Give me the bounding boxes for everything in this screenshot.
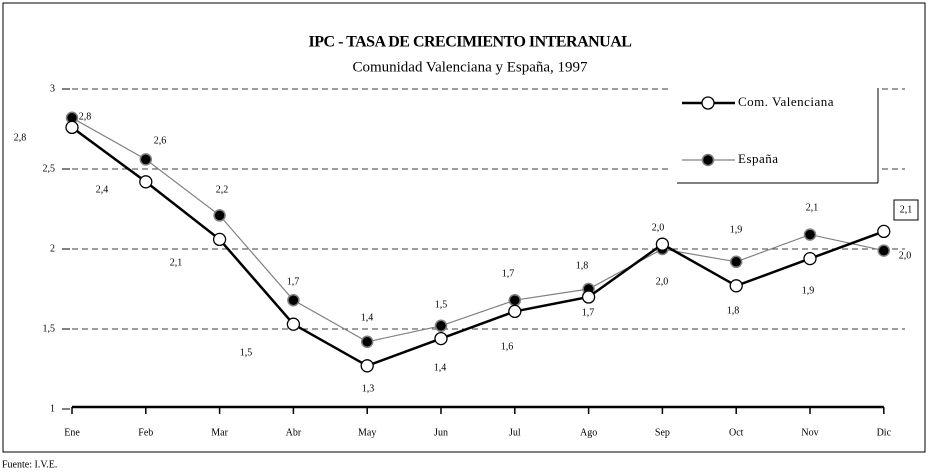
data-point: [287, 293, 300, 307]
x-tick-label: Jun: [434, 427, 448, 438]
data-point: [139, 175, 153, 189]
x-tick-label: Dic: [877, 427, 892, 438]
data-label: 2,1: [170, 257, 183, 268]
data-point: [434, 331, 448, 346]
data-label: 1,7: [582, 307, 595, 318]
data-label: 1,8: [727, 305, 740, 316]
source-note: Fuente: I.V.E.: [2, 459, 57, 470]
y-tick-label: 2,5: [43, 163, 56, 174]
data-point: [581, 290, 596, 304]
data-point: [360, 359, 374, 373]
data-label: 1,4: [361, 312, 374, 323]
data-label: 2,0: [899, 250, 912, 261]
label-box: [893, 199, 919, 221]
data-label: 2,6: [154, 135, 167, 146]
data-point: [139, 153, 153, 166]
y-tick-label: 1: [50, 403, 55, 414]
x-tick-label: Feb: [138, 427, 153, 438]
data-point: [877, 224, 891, 239]
data-point: [803, 228, 817, 241]
data-point: [360, 335, 374, 349]
chart-frame: [2, 2, 926, 453]
data-point: [65, 120, 79, 135]
data-label: 1,3: [362, 383, 375, 394]
x-tick-label: Mar: [211, 427, 228, 438]
chart-subtitle: Comunidad Valenciana y España, 1997: [352, 59, 588, 75]
y-tick-label: 3: [50, 83, 55, 94]
data-point: [286, 317, 301, 331]
y-tick-label: 1,5: [43, 323, 56, 334]
data-label: 1,7: [287, 276, 300, 287]
data-label: 1,9: [802, 285, 815, 296]
data-point: [508, 304, 522, 319]
data-label: 2,8: [14, 132, 27, 143]
data-point: [655, 237, 670, 251]
data-point: [803, 251, 817, 266]
data-label: 1,5: [240, 347, 253, 358]
data-label: 2,4: [96, 184, 109, 195]
data-label: 1,6: [501, 341, 514, 352]
data-label: 2,2: [216, 184, 229, 195]
series-line: [71, 117, 884, 343]
legend-marker: [701, 153, 715, 167]
series-line: [71, 126, 885, 368]
data-label: 2,8: [79, 111, 92, 122]
data-point: [729, 279, 743, 293]
data-label: 1,5: [435, 299, 448, 310]
x-tick-label: Sep: [655, 427, 670, 438]
x-tick-label: Oct: [729, 427, 744, 438]
data-point: [212, 232, 227, 247]
x-tick-label: May: [358, 427, 376, 438]
data-label: 1,4: [434, 362, 447, 373]
x-tick-label: Nov: [801, 427, 818, 438]
legend-marker: [701, 96, 715, 110]
data-label: 2,1: [806, 202, 819, 213]
y-tick-label: 2: [50, 243, 55, 254]
data-label: 1,9: [730, 224, 743, 235]
data-label: 2,1: [900, 204, 913, 215]
x-tick-label: Jul: [509, 427, 521, 438]
data-point: [877, 244, 891, 257]
data-point: [213, 209, 226, 222]
data-label: 1,7: [502, 268, 515, 279]
data-point: [434, 319, 448, 333]
x-tick-label: Ene: [64, 427, 80, 438]
chart-title: IPC - TASA DE CRECIMIENTO INTERANUAL: [309, 34, 632, 51]
data-label: 2,0: [652, 222, 665, 233]
x-tick-label: Abr: [286, 427, 302, 438]
data-point: [508, 293, 522, 307]
legend-label: Com. Valenciana: [738, 94, 834, 109]
data-point: [729, 255, 743, 269]
x-tick-label: Ago: [580, 427, 597, 438]
data-label: 2,0: [656, 276, 669, 287]
data-label: 1,8: [576, 260, 589, 271]
legend-label: España: [738, 151, 779, 166]
